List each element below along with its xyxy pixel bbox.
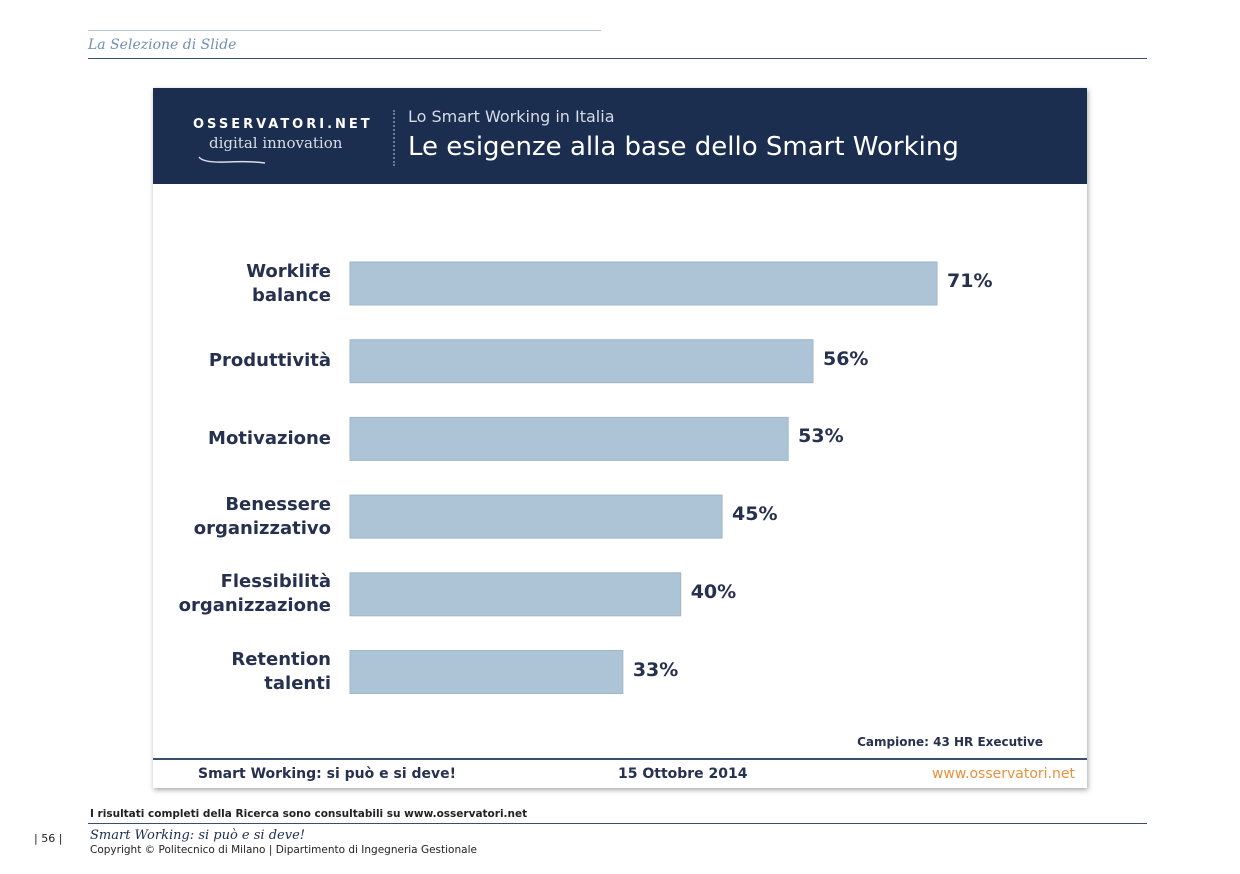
bar-chart (349, 261, 938, 694)
page-number: | 56 | (34, 832, 63, 845)
slide-footer-date: 15 Ottobre 2014 (618, 766, 748, 782)
bar (349, 416, 789, 461)
slide-footer-title: Smart Working: si può e si deve! (198, 766, 457, 782)
bar (349, 261, 938, 306)
category-label: Benessere organizzativo (193, 493, 331, 539)
slide: OSSERVATORI.NET digital innovation Lo Sm… (153, 88, 1087, 788)
category-label: Produttività (208, 350, 331, 372)
logo-tagline: digital innovation (209, 134, 343, 152)
category-label: Worklife balance (246, 260, 331, 306)
slide-subtitle: Lo Smart Working in Italia (408, 107, 615, 126)
top-rule (88, 30, 601, 31)
banner-divider (393, 110, 395, 166)
slide-banner: OSSERVATORI.NET digital innovation Lo Sm… (153, 88, 1087, 184)
footer-title: Smart Working: si può e si deve! (90, 828, 305, 843)
category-label: Retention talenti (231, 649, 331, 694)
value-label: 45% (732, 503, 778, 526)
value-label: 40% (690, 580, 737, 603)
value-label: 71% (947, 270, 993, 292)
copyright: Copyright © Politecnico di Milano | Dipa… (90, 844, 477, 856)
research-note: I risultati completi della Ricerca sono … (90, 808, 528, 820)
value-label: 53% (798, 425, 844, 448)
bar (349, 494, 723, 539)
bar (349, 572, 682, 617)
category-label: Flessibilità organizzazione (178, 571, 331, 617)
slide-footer-url[interactable]: www.osservatori.net (931, 766, 1075, 782)
footer-rule (88, 823, 1147, 824)
chart-title: Le esigenze alla base dello Smart Workin… (408, 132, 959, 162)
header-rule (88, 58, 1147, 59)
bar (349, 339, 814, 384)
value-label: 56% (822, 347, 869, 370)
section-title: La Selezione di Slide (88, 37, 237, 53)
logo-text: OSSERVATORI.NET (193, 117, 373, 132)
sample-note: Campione: 43 HR Executive (857, 735, 1043, 749)
bar (349, 650, 624, 694)
category-label: Motivazione (208, 427, 331, 449)
logo-swoosh-icon (198, 156, 266, 164)
slide-footer-rule (153, 758, 1087, 760)
value-label: 33% (632, 658, 679, 681)
